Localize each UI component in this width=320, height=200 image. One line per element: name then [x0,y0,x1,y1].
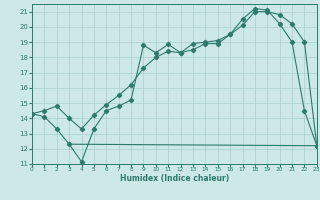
X-axis label: Humidex (Indice chaleur): Humidex (Indice chaleur) [120,174,229,183]
